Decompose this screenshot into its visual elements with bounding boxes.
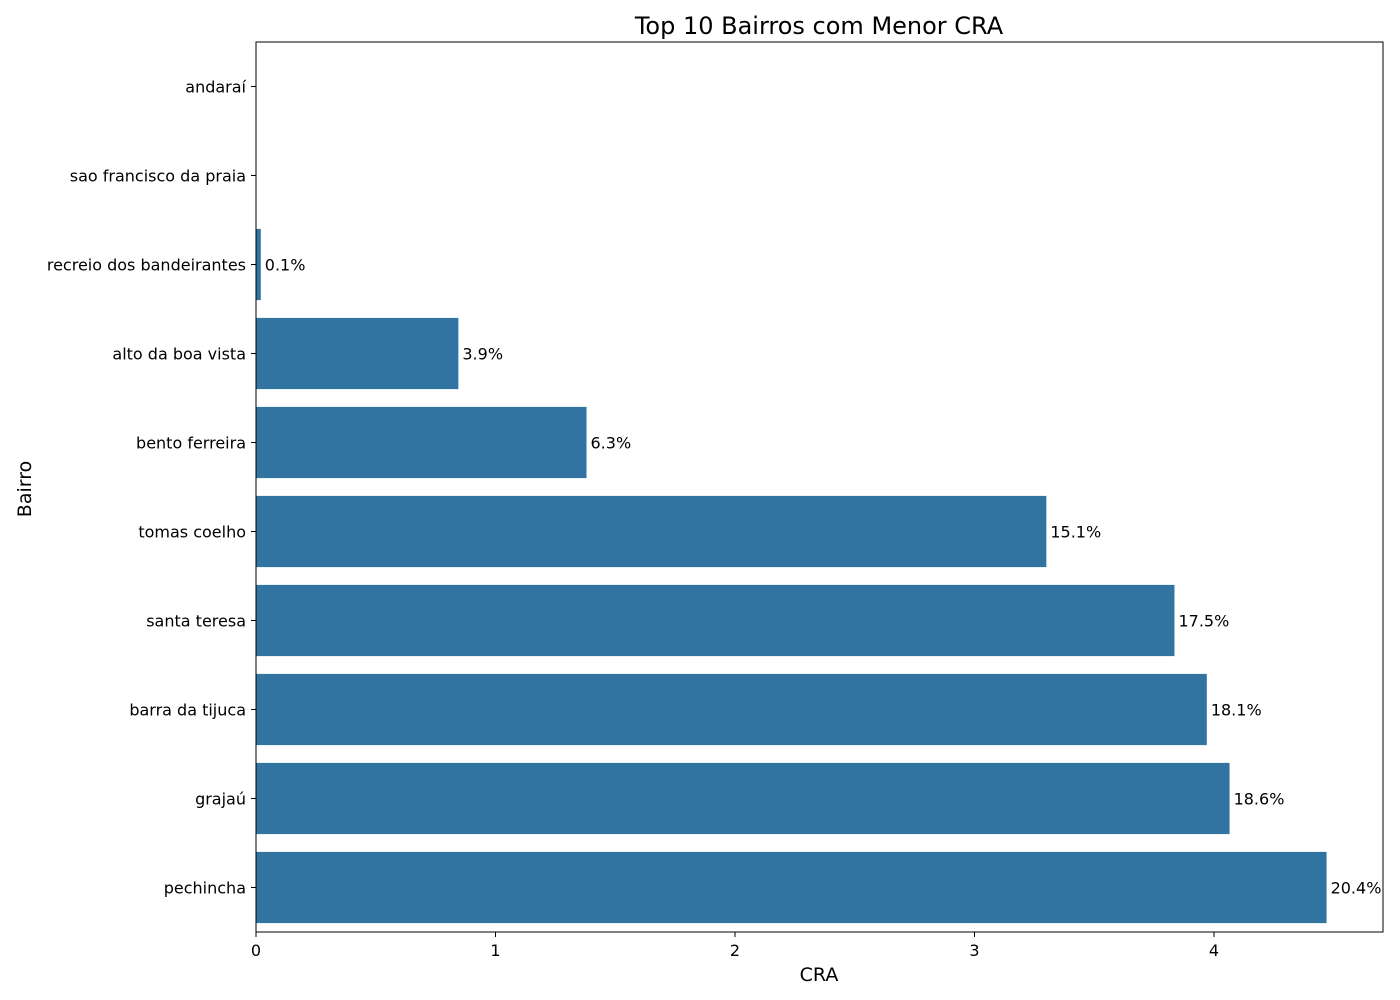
bar [256,228,261,301]
bar [256,762,1230,835]
bar [256,406,587,479]
x-axis-ticks: 0 1 2 3 4 [251,932,1219,960]
y-tick-label: pechincha [164,879,246,898]
y-tick-label: alto da boa vista [112,345,246,364]
y-axis-ticks: andaraí sao francisco da praia recreio dos… [47,78,256,898]
bar [256,851,1327,924]
y-tick-label: barra da tijuca [129,701,246,720]
data-label: 18.6% [1234,790,1285,809]
bar [256,495,1047,568]
x-tick-label: 1 [490,941,500,960]
y-tick-label: andaraí [185,78,246,97]
y-tick-label: tomas coelho [138,523,246,542]
y-tick-label: bento ferreira [136,434,246,453]
chart-title: Top 10 Bairros com Menor CRA [634,12,1004,40]
x-tick-label: 3 [969,941,979,960]
bar [256,673,1207,746]
plot-frame [255,41,1384,933]
data-label: 15.1% [1050,523,1101,542]
bar [256,584,1175,657]
x-tick-label: 0 [251,941,261,960]
y-tick-label: santa teresa [146,612,246,631]
y-axis-label: Bairro [14,461,36,517]
data-label: 0.1% [265,256,306,275]
y-tick-label: sao francisco da praia [70,167,246,186]
x-tick-label: 2 [730,941,740,960]
data-label: 17.5% [1178,612,1229,631]
data-label: 3.9% [462,345,503,364]
data-labels-layer: 0.1% 3.9% 6.3% 15.1% 17.5% 18.1% 18.6% 20.4% [265,256,1382,898]
x-axis-label: CRA [800,964,839,986]
bars-layer [256,228,1327,924]
x-tick-label: 4 [1209,941,1219,960]
y-tick-label: recreio dos bandeirantes [47,256,246,275]
y-tick-label: grajaú [195,790,246,809]
data-label: 6.3% [591,434,632,453]
data-label: 20.4% [1331,879,1382,898]
bar [256,317,459,390]
data-label: 18.1% [1211,701,1262,720]
